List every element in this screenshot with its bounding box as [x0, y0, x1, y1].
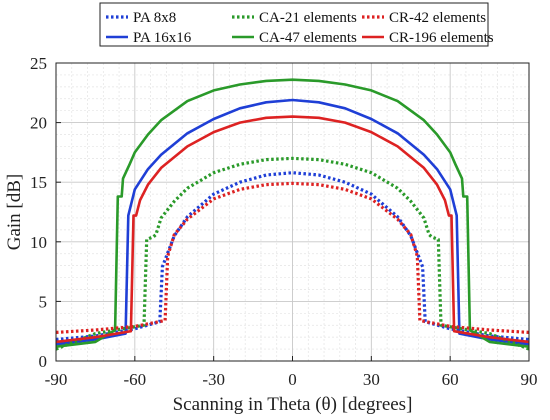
legend-label-6: CR-196 elements: [389, 30, 494, 46]
y-tick-label: 25: [30, 54, 47, 73]
tick-layer: -90 -60 -30 0 30 60 90 0 5 10 15 20 25: [30, 54, 538, 389]
y-tick-label: 20: [30, 114, 47, 133]
x-tick-label: -30: [202, 370, 225, 389]
legend: PA 8x8 CA-21 elements CR-42 elements PA 16x…: [99, 2, 494, 47]
y-tick-label: 10: [30, 233, 47, 252]
legend-label-1: PA 8x8: [133, 10, 176, 26]
x-tick-label: 30: [363, 370, 380, 389]
x-tick-label: 0: [288, 370, 297, 389]
series-line-5: [55, 181, 530, 334]
x-axis-label: Scanning in Theta (θ) [degrees]: [173, 394, 413, 415]
legend-label-4: CA-47 elements: [259, 30, 357, 46]
series-line-2: [55, 98, 530, 346]
series-line-4: [55, 78, 530, 348]
legend-label-2: PA 16x16: [133, 30, 192, 46]
series-line-6: [55, 115, 530, 344]
legend-box: [99, 2, 489, 47]
series-line-3: [55, 156, 530, 351]
x-tick-label: -60: [123, 370, 146, 389]
y-axis-label: Gain [dB]: [4, 174, 25, 251]
x-tick-label: -90: [45, 370, 68, 389]
y-tick-label: 0: [39, 352, 48, 371]
legend-label-3: CA-21 elements: [259, 10, 357, 26]
series-layer: [55, 78, 530, 351]
x-tick-label: 60: [442, 370, 459, 389]
y-tick-label: 15: [30, 173, 47, 192]
y-tick-label: 5: [39, 292, 48, 311]
legend-label-5: CR-42 elements: [389, 10, 486, 26]
x-tick-label: 90: [521, 370, 538, 389]
